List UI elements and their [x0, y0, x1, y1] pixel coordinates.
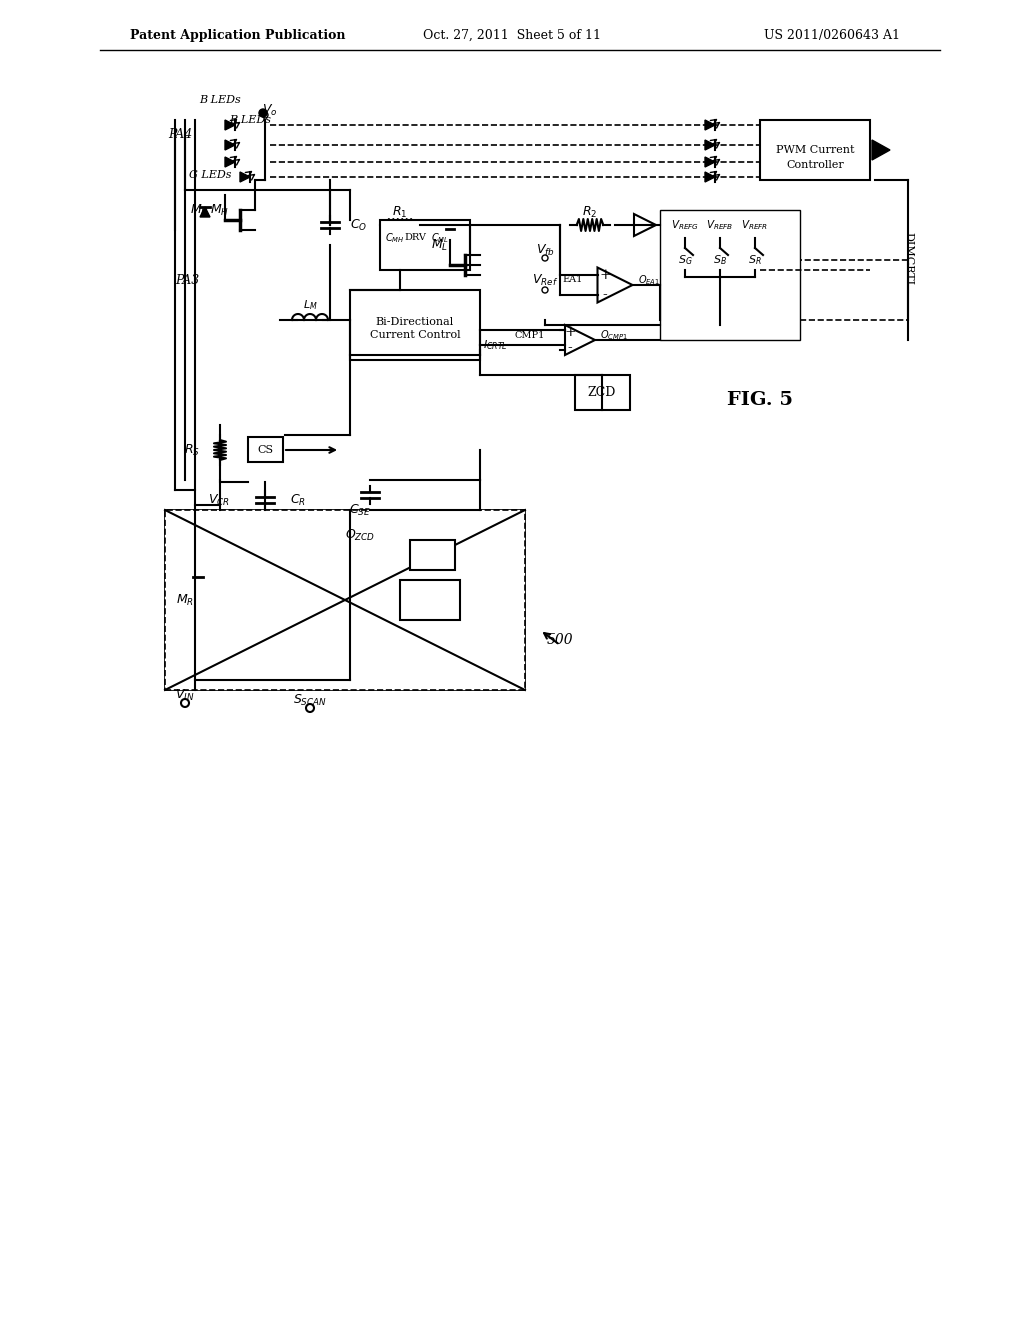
Text: $C_O$: $C_O$ — [350, 218, 368, 232]
Bar — [165, 510, 525, 690]
Text: 500: 500 — [547, 634, 573, 647]
Text: $O_{EA1}$: $O_{EA1}$ — [638, 273, 659, 286]
Text: PWM Current: PWM Current — [776, 145, 854, 154]
Bar — [380, 220, 470, 271]
Text: EA1: EA1 — [562, 276, 583, 285]
Text: $R_2$: $R_2$ — [583, 205, 598, 219]
Text: CS: CS — [257, 445, 273, 455]
Text: Controller: Controller — [786, 160, 844, 170]
Polygon shape — [872, 140, 890, 160]
Text: R LEDs: R LEDs — [229, 115, 271, 125]
Text: $C_R$: $C_R$ — [290, 492, 306, 508]
Text: ZCD: ZCD — [588, 387, 616, 400]
Polygon shape — [193, 577, 203, 587]
Text: $V_{fb}$: $V_{fb}$ — [536, 243, 554, 257]
Text: $V_{REFG}$: $V_{REFG}$ — [671, 218, 699, 232]
Bar — [660, 210, 800, 341]
Text: $V_{IN}$: $V_{IN}$ — [175, 688, 195, 702]
Text: $O_{CMP1}$: $O_{CMP1}$ — [600, 329, 628, 342]
Text: $M_H$: $M_H$ — [211, 202, 229, 218]
Polygon shape — [225, 120, 234, 129]
Text: $S_G$: $S_G$ — [678, 253, 692, 267]
Text: $V_{REFR}$: $V_{REFR}$ — [741, 218, 769, 232]
Polygon shape — [705, 120, 715, 129]
Text: $C_{SE}$: $C_{SE}$ — [349, 503, 371, 517]
Text: +: + — [564, 325, 575, 339]
Polygon shape — [200, 207, 210, 216]
Text: DIMCRTL: DIMCRTL — [903, 232, 913, 288]
Text: $M_L$: $M_L$ — [431, 238, 449, 252]
Text: DRV: DRV — [404, 234, 426, 243]
Text: G LEDs: G LEDs — [188, 170, 231, 180]
Bar — [575, 375, 630, 411]
Text: -: - — [567, 341, 572, 355]
Text: $V_o$: $V_o$ — [262, 103, 278, 117]
Bar — [248, 437, 283, 462]
Circle shape — [259, 110, 267, 117]
Text: $C_{ML}$: $C_{ML}$ — [431, 231, 450, 246]
Text: US 2011/0260643 A1: US 2011/0260643 A1 — [764, 29, 900, 41]
Text: $V_{Ref}$: $V_{Ref}$ — [531, 272, 558, 288]
Text: B LEDs: B LEDs — [199, 95, 241, 106]
Text: Current Control: Current Control — [370, 330, 461, 341]
Text: $L_M$: $L_M$ — [303, 298, 317, 312]
Text: $V_{REFB}$: $V_{REFB}$ — [707, 218, 734, 232]
Bar — [400, 579, 460, 620]
Text: CMP1: CMP1 — [515, 330, 545, 339]
Text: Bi-Directional: Bi-Directional — [376, 317, 454, 327]
Polygon shape — [225, 140, 234, 150]
Bar — [410, 540, 455, 570]
Polygon shape — [240, 172, 250, 182]
Text: Patent Application Publication: Patent Application Publication — [130, 29, 345, 41]
Text: $M_R$: $M_R$ — [176, 593, 194, 607]
Text: $S_{SCAN}$: $S_{SCAN}$ — [293, 693, 327, 708]
Text: $O_{ZCD}$: $O_{ZCD}$ — [345, 528, 375, 543]
Polygon shape — [705, 140, 715, 150]
Text: $R_S$: $R_S$ — [184, 442, 200, 458]
Polygon shape — [225, 157, 234, 168]
Text: $R_1$: $R_1$ — [392, 205, 408, 219]
Text: $C_{MH}$: $C_{MH}$ — [385, 231, 404, 246]
Bar — [760, 120, 870, 180]
Text: $V_{CR}$: $V_{CR}$ — [208, 492, 230, 508]
Polygon shape — [446, 220, 454, 228]
Text: -: - — [603, 288, 607, 302]
Text: PA4: PA4 — [168, 128, 193, 141]
Polygon shape — [705, 172, 715, 182]
Text: +: + — [599, 268, 610, 282]
Polygon shape — [705, 157, 715, 168]
Text: $S_R$: $S_R$ — [749, 253, 762, 267]
Text: FIG. 5: FIG. 5 — [727, 391, 793, 409]
Bar — [350, 290, 480, 360]
Text: Oct. 27, 2011  Sheet 5 of 11: Oct. 27, 2011 Sheet 5 of 11 — [423, 29, 601, 41]
Bar — [165, 510, 525, 690]
Text: $I_{CRTL}$: $I_{CRTL}$ — [482, 338, 507, 352]
Text: $S_B$: $S_B$ — [713, 253, 727, 267]
Text: PA3: PA3 — [175, 273, 200, 286]
Text: $M_H$: $M_H$ — [190, 202, 210, 218]
Polygon shape — [340, 585, 380, 615]
